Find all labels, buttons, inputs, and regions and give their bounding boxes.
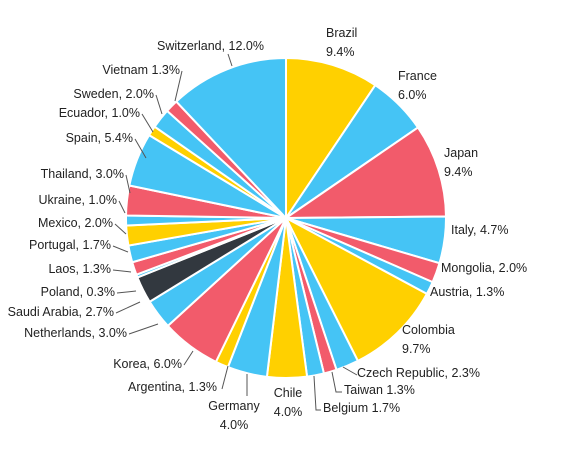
data-label-germany: Germany 4.0% bbox=[208, 399, 260, 432]
data-label-taiwan: Taiwan 1.3% bbox=[344, 383, 415, 397]
leader-line-korea bbox=[183, 350, 194, 366]
leader-line-ecuador bbox=[141, 113, 154, 133]
data-label-thailand: Thailand, 3.0% bbox=[41, 167, 124, 181]
leader-line-taiwan bbox=[331, 371, 342, 393]
leader-line-argentina bbox=[221, 365, 229, 390]
data-label-poland: Poland, 0.3% bbox=[41, 285, 115, 299]
leader-line-poland bbox=[116, 290, 137, 294]
data-label-belgium: Belgium 1.7% bbox=[323, 401, 400, 415]
slice-switzerland bbox=[174, 56, 287, 221]
slice-japan bbox=[282, 126, 447, 220]
data-label-ecuador: Ecuador, 1.0% bbox=[59, 106, 140, 120]
leader-line-switzerland bbox=[227, 53, 233, 67]
leader-line-portugal bbox=[112, 245, 129, 253]
data-label-netherlands: Netherlands, 3.0% bbox=[24, 326, 127, 340]
data-label-argentina: Argentina, 1.3% bbox=[128, 380, 217, 394]
data-label-portugal: Portugal, 1.7% bbox=[29, 238, 111, 252]
leader-line-spain bbox=[134, 138, 147, 159]
data-label-brazil: Brazil 9.4% bbox=[326, 26, 357, 59]
leader-line-sweden bbox=[155, 94, 163, 115]
leader-line-saudi-arabia bbox=[115, 301, 141, 314]
slice-colombia bbox=[283, 215, 429, 363]
slice-brazil bbox=[285, 56, 377, 222]
data-label-korea: Korea, 6.0% bbox=[113, 357, 182, 371]
data-label-mexico: Mexico, 2.0% bbox=[38, 216, 113, 230]
data-label-switzerland: Switzerland, 12.0% bbox=[157, 39, 264, 53]
slice-labels: Brazil 9.4% France 6.0% Japan 9.4% Italy, 4.7%… bbox=[8, 26, 528, 432]
data-label-italy: Italy, 4.7% bbox=[451, 223, 508, 237]
pie-slices bbox=[125, 56, 447, 379]
leader-line-laos bbox=[112, 269, 132, 273]
data-label-ukraine: Ukraine, 1.0% bbox=[38, 193, 117, 207]
data-label-spain: Spain, 5.4% bbox=[66, 131, 133, 145]
data-label-austria: Austria, 1.3% bbox=[430, 285, 504, 299]
data-label-france: France 6.0% bbox=[398, 69, 437, 102]
leader-line-vietnam bbox=[174, 70, 183, 102]
leader-line-mexico bbox=[114, 223, 127, 235]
data-label-sweden: Sweden, 2.0% bbox=[73, 87, 154, 101]
data-label-colombia: Colombia 9.7% bbox=[402, 323, 455, 356]
data-label-laos: Laos, 1.3% bbox=[48, 262, 111, 276]
data-label-japan: Japan 9.4% bbox=[444, 146, 478, 179]
leader-line-netherlands bbox=[128, 323, 159, 335]
data-label-vietnam: Vietnam 1.3% bbox=[102, 63, 180, 77]
data-label-saudi-arabia: Saudi Arabia, 2.7% bbox=[8, 305, 114, 319]
leader-line-ukraine bbox=[118, 200, 126, 214]
leader-line-thailand bbox=[125, 174, 131, 194]
data-label-czech-republic: Czech Republic, 2.3% bbox=[357, 366, 480, 380]
data-label-chile: Chile 4.0% bbox=[274, 386, 303, 419]
leader-line-belgium bbox=[313, 375, 321, 411]
leader-lines bbox=[112, 53, 358, 411]
data-label-mongolia: Mongolia, 2.0% bbox=[441, 261, 527, 275]
leader-line-czech-republic bbox=[342, 366, 358, 376]
